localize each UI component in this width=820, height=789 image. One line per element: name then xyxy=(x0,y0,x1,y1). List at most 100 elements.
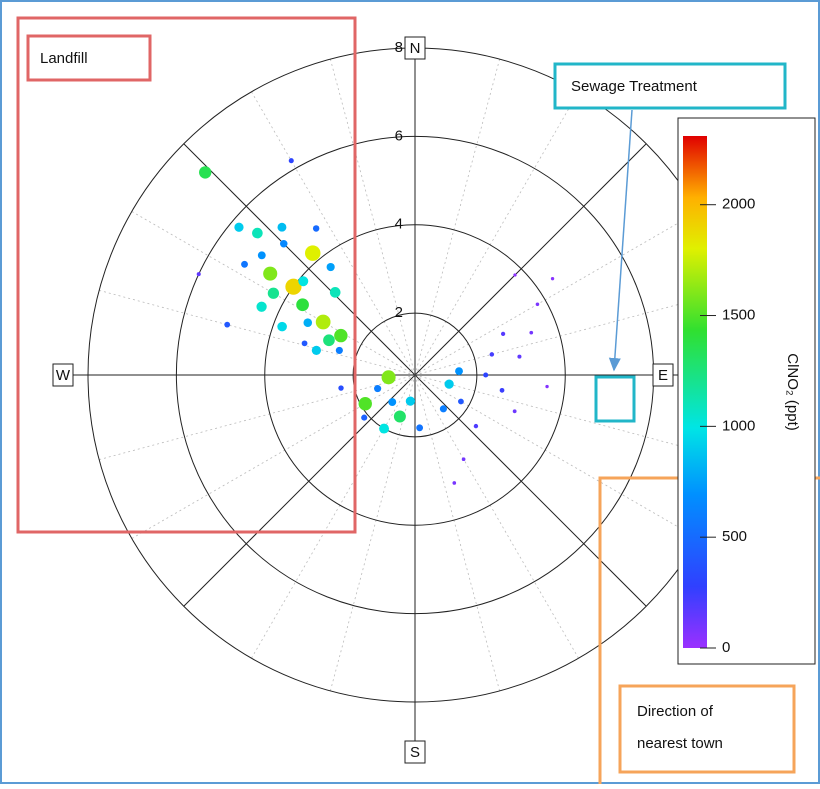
data-point xyxy=(277,222,287,232)
axis-line xyxy=(183,143,416,376)
radial-grid-line xyxy=(414,374,699,539)
data-point xyxy=(439,405,447,413)
colorbar-tick-label: 0 xyxy=(722,639,730,656)
town-label: Direction of xyxy=(637,703,714,720)
direction-label: E xyxy=(658,367,668,384)
axis-line xyxy=(414,143,647,376)
data-point xyxy=(280,240,288,248)
data-point xyxy=(323,334,335,347)
colorbar-tick-label: 1000 xyxy=(722,417,755,434)
radial-grid-line xyxy=(414,374,501,691)
data-point xyxy=(381,370,396,385)
data-point xyxy=(199,166,212,179)
ring-grid-line xyxy=(264,224,566,526)
data-point xyxy=(277,321,287,332)
data-point xyxy=(416,424,424,432)
direction-box xyxy=(52,363,74,387)
direction-label: N xyxy=(410,40,421,57)
direction-label: S xyxy=(410,744,420,761)
data-point xyxy=(535,302,540,307)
data-point xyxy=(358,397,372,411)
data-point xyxy=(298,276,309,287)
data-point xyxy=(452,481,457,485)
data-point xyxy=(224,321,231,328)
data-point xyxy=(489,352,495,357)
radial-grid-line xyxy=(414,211,699,376)
data-point xyxy=(393,410,406,423)
data-point xyxy=(301,340,308,347)
data-point xyxy=(550,277,555,281)
data-point xyxy=(263,266,278,281)
data-point xyxy=(326,262,335,272)
data-point xyxy=(285,278,302,295)
data-point xyxy=(315,314,331,330)
sewage-site xyxy=(594,375,636,423)
data-point xyxy=(252,227,263,239)
data-point xyxy=(500,331,506,337)
direction-box xyxy=(404,740,426,764)
data-point xyxy=(256,301,267,312)
data-point xyxy=(512,409,517,414)
data-point xyxy=(545,384,549,389)
data-point xyxy=(374,385,382,393)
colorbar-tick-label: 2000 xyxy=(722,196,755,213)
direction-box xyxy=(652,363,674,387)
data-point xyxy=(473,423,479,429)
sewage-arrow xyxy=(608,109,633,372)
r-tick-label: 8 xyxy=(395,39,403,56)
direction-label: W xyxy=(56,367,71,384)
data-point xyxy=(379,423,390,434)
data-point xyxy=(517,354,522,359)
data-point xyxy=(499,387,505,393)
radial-grid-line xyxy=(251,91,416,376)
axis-line xyxy=(414,374,647,607)
data-point xyxy=(267,287,280,299)
data-point xyxy=(288,158,294,164)
colorbar xyxy=(683,136,707,648)
colorbar-tick-label: 500 xyxy=(722,528,747,545)
data-point xyxy=(458,398,464,405)
data-point xyxy=(361,414,368,421)
radial-grid-line xyxy=(99,289,416,376)
data-point xyxy=(329,287,341,298)
data-point xyxy=(529,330,534,335)
data-point xyxy=(241,260,248,268)
data-point xyxy=(388,398,397,407)
radial-grid-line xyxy=(414,59,501,376)
sewage-label: Sewage Treatment xyxy=(571,78,698,95)
colorbar-label: ClNO₂ (ppt) xyxy=(784,353,801,431)
sewage-box xyxy=(553,62,787,110)
town-box xyxy=(618,684,796,774)
radial-grid-line xyxy=(251,374,416,659)
data-point xyxy=(257,251,266,260)
landfill-label: Landfill xyxy=(40,50,88,67)
data-point xyxy=(405,396,416,406)
data-point xyxy=(305,245,321,261)
r-tick-label: 4 xyxy=(395,216,403,233)
data-point xyxy=(513,273,517,277)
data-point xyxy=(234,222,244,232)
data-point xyxy=(461,457,466,462)
r-tick-label: 2 xyxy=(395,304,403,321)
data-point xyxy=(334,328,348,343)
data-point xyxy=(335,346,343,354)
ring-grid-line xyxy=(352,312,478,438)
landfill-region xyxy=(16,16,357,534)
direction-box xyxy=(404,36,426,60)
data-point xyxy=(196,272,201,277)
radial-grid-line xyxy=(131,374,416,539)
data-point xyxy=(444,379,454,389)
data-point xyxy=(296,298,309,312)
data-point xyxy=(455,367,463,376)
data-point xyxy=(483,372,489,378)
axis-line xyxy=(183,374,416,607)
data-point xyxy=(338,385,344,391)
data-point xyxy=(312,225,320,232)
radial-grid-line xyxy=(99,374,416,461)
town-label: nearest town xyxy=(637,735,723,752)
r-tick-label: 6 xyxy=(395,127,403,144)
radial-grid-line xyxy=(414,91,579,376)
radial-grid-line xyxy=(414,374,579,659)
